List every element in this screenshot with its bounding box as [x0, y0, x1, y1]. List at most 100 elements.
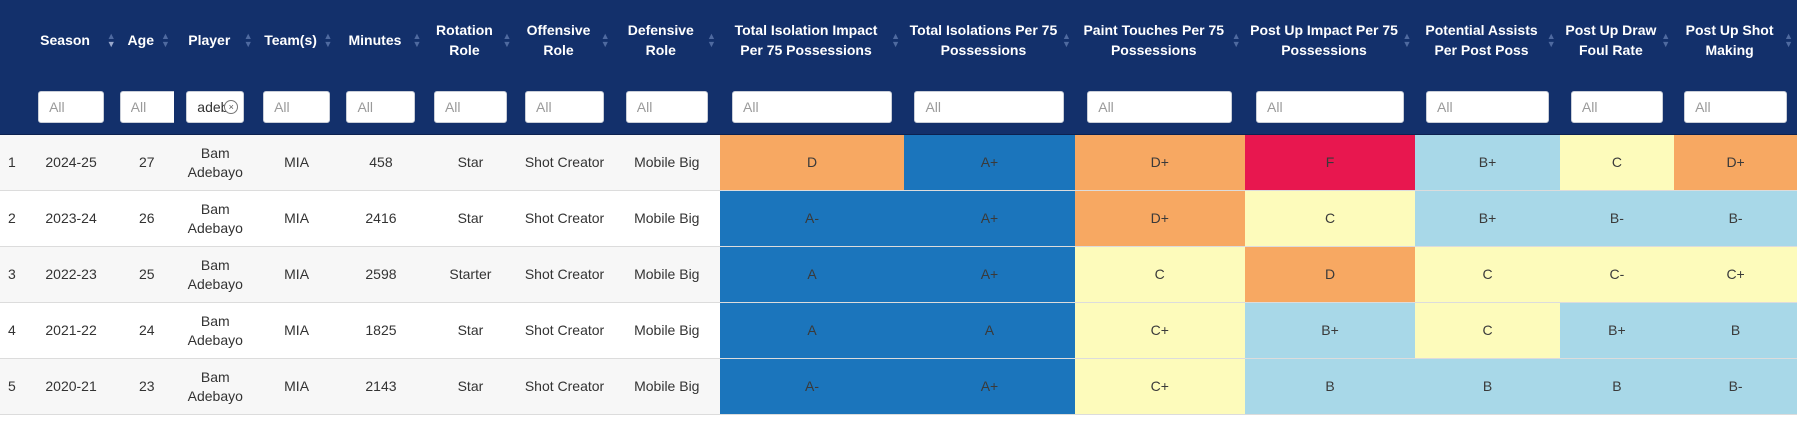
sort-arrows-icon[interactable]: ▲ ▼ — [160, 31, 170, 49]
filter-cell-season — [22, 80, 120, 135]
cell-age: 26 — [119, 190, 174, 247]
header-row: Season ▲ ▼ Age ▲ ▼ Player ▲ ▼ Team(s) ▲ ▼ Minutes ▲ ▼ R… — [0, 0, 1797, 80]
cell-minutes: 458 — [336, 134, 426, 191]
column-header-defensive[interactable]: Defensive Role ▲ ▼ — [613, 0, 720, 80]
sort-arrows-icon[interactable]: ▲ ▼ — [1546, 31, 1556, 49]
grade-cell-postup_impact: C — [1244, 190, 1416, 247]
cell-rownum: 4 — [0, 302, 23, 359]
cell-rotation: Star — [425, 302, 516, 359]
iso_per75-filter-input[interactable] — [914, 91, 1065, 123]
postup_shot-filter-input[interactable] — [1684, 91, 1788, 123]
cell-offensive: Shot Creator — [515, 134, 614, 191]
sort-arrows-icon[interactable]: ▲ ▼ — [412, 31, 422, 49]
clear-filter-icon[interactable]: × — [224, 100, 239, 114]
column-header-paint_touches[interactable]: Paint Touches Per 75 Possessions ▲ ▼ — [1074, 0, 1245, 80]
grade-cell-postup_impact: D — [1244, 246, 1416, 303]
sort-arrows-icon[interactable]: ▲ ▼ — [1784, 31, 1793, 49]
cell-age: 24 — [119, 302, 174, 359]
column-header-age[interactable]: Age ▲ ▼ — [119, 0, 174, 80]
minutes-filter-input[interactable] — [346, 91, 416, 123]
cell-player: Bam Adebayo — [173, 134, 257, 191]
table-row[interactable]: 4 2021-22 24 Bam Adebayo MIA 1825 Star Shot Cre… — [0, 302, 1797, 359]
sort-arrows-icon[interactable]: ▲ ▼ — [106, 31, 116, 49]
sort-arrows-icon[interactable]: ▲ ▼ — [1402, 31, 1412, 49]
column-header-postup_shot[interactable]: Post Up Shot Making ▲ ▼ — [1674, 0, 1797, 80]
cell-defensive: Mobile Big — [613, 358, 720, 415]
column-header-label: Post Up Draw Foul Rate — [1565, 22, 1657, 58]
postup_foul-filter-input[interactable] — [1570, 91, 1663, 123]
cell-teams: MIA — [256, 358, 337, 415]
column-header-minutes[interactable]: Minutes ▲ ▼ — [336, 0, 426, 80]
column-header-iso_impact[interactable]: Total Isolation Impact Per 75 Possession… — [719, 0, 905, 80]
table-row[interactable]: 5 2020-21 23 Bam Adebayo MIA 2143 Star Shot Cre… — [0, 358, 1797, 415]
grade-cell-pot_assists: C — [1415, 246, 1560, 303]
column-header-pot_assists[interactable]: Potential Assists Per Post Poss ▲ ▼ — [1415, 0, 1560, 80]
sort-arrows-icon[interactable]: ▲ ▼ — [1661, 31, 1671, 49]
defensive-filter-input[interactable] — [625, 91, 708, 123]
cell-offensive: Shot Creator — [515, 358, 614, 415]
cell-minutes: 2143 — [336, 358, 426, 415]
grade-cell-paint_touches: D+ — [1074, 190, 1245, 247]
grade-cell-pot_assists: C — [1415, 302, 1560, 359]
sort-arrows-icon[interactable]: ▲ ▼ — [707, 31, 716, 49]
cell-offensive: Shot Creator — [515, 302, 614, 359]
column-header-iso_per75[interactable]: Total Isolations Per 75 Possessions ▲ ▼ — [904, 0, 1075, 80]
cell-teams: MIA — [256, 302, 337, 359]
cell-rotation: Star — [425, 358, 516, 415]
grade-cell-postup_impact: F — [1244, 134, 1416, 191]
column-header-postup_impact[interactable]: Post Up Impact Per 75 Possessions ▲ ▼ — [1244, 0, 1416, 80]
grade-cell-pot_assists: B — [1415, 358, 1560, 415]
column-header-offensive[interactable]: Offensive Role ▲ ▼ — [515, 0, 614, 80]
table-row[interactable]: 3 2022-23 25 Bam Adebayo MIA 2598 Starter Shot … — [0, 246, 1797, 303]
teams-filter-input[interactable] — [263, 91, 331, 123]
sort-arrows-icon[interactable]: ▲ ▼ — [891, 31, 901, 49]
grade-cell-postup_foul: B+ — [1559, 302, 1675, 359]
column-header-player[interactable]: Player ▲ ▼ — [173, 0, 257, 80]
column-header-postup_foul[interactable]: Post Up Draw Foul Rate ▲ ▼ — [1559, 0, 1675, 80]
rotation-filter-input[interactable] — [433, 91, 507, 123]
column-header-teams[interactable]: Team(s) ▲ ▼ — [256, 0, 337, 80]
grade-cell-iso_per75: A+ — [904, 246, 1075, 303]
season-filter-input[interactable] — [38, 91, 105, 123]
iso_impact-filter-input[interactable] — [732, 91, 893, 123]
grade-cell-iso_per75: A+ — [904, 134, 1075, 191]
sort-arrows-icon[interactable]: ▲ ▼ — [1231, 31, 1241, 49]
column-header-label: Defensive Role — [627, 22, 694, 58]
grade-cell-iso_impact: D — [719, 134, 905, 191]
cell-age: 23 — [119, 358, 174, 415]
paint_touches-filter-input[interactable] — [1087, 91, 1233, 123]
grade-cell-postup_shot: B- — [1674, 190, 1797, 247]
pot_assists-filter-input[interactable] — [1426, 91, 1550, 123]
table-row[interactable]: 1 2024-25 27 Bam Adebayo MIA 458 Star Shot Crea… — [0, 134, 1797, 191]
sort-arrows-icon[interactable]: ▲ ▼ — [502, 31, 512, 49]
sort-arrows-icon[interactable]: ▲ ▼ — [1061, 31, 1071, 49]
cell-defensive: Mobile Big — [613, 302, 720, 359]
grade-cell-postup_impact: B+ — [1244, 302, 1416, 359]
column-header-season[interactable]: Season ▲ ▼ — [22, 0, 120, 80]
cell-rownum: 3 — [0, 246, 23, 303]
cell-defensive: Mobile Big — [613, 246, 720, 303]
cell-season: 2023-24 — [22, 190, 120, 247]
sort-arrows-icon[interactable]: ▲ ▼ — [323, 31, 333, 49]
filter-cell-minutes — [336, 80, 426, 135]
sort-arrows-icon[interactable]: ▲ ▼ — [243, 31, 253, 49]
filter-cell-age — [119, 80, 177, 135]
table-header: Season ▲ ▼ Age ▲ ▼ Player ▲ ▼ Team(s) ▲ ▼ Minutes ▲ ▼ R… — [0, 0, 1797, 135]
cell-teams: MIA — [256, 190, 337, 247]
table-row[interactable]: 2 2023-24 26 Bam Adebayo MIA 2416 Star Shot Cre… — [0, 190, 1797, 247]
postup_impact-filter-input[interactable] — [1256, 91, 1405, 123]
grade-cell-postup_impact: B — [1244, 358, 1416, 415]
cell-player: Bam Adebayo — [173, 302, 257, 359]
offensive-filter-input[interactable] — [525, 91, 605, 123]
filter-cell-teams — [256, 80, 337, 135]
grade-cell-postup_shot: B- — [1674, 358, 1797, 415]
column-header-label: Post Up Impact Per 75 Possessions — [1250, 22, 1398, 58]
cell-age: 25 — [119, 246, 174, 303]
column-header-rotation[interactable]: Rotation Role ▲ ▼ — [425, 0, 516, 80]
filter-row: × — [0, 80, 1797, 135]
column-header-label: Minutes — [348, 32, 402, 48]
sort-arrows-icon[interactable]: ▲ ▼ — [600, 31, 610, 49]
age-filter-input[interactable] — [119, 91, 177, 123]
filter-cell-rownum — [0, 80, 23, 135]
